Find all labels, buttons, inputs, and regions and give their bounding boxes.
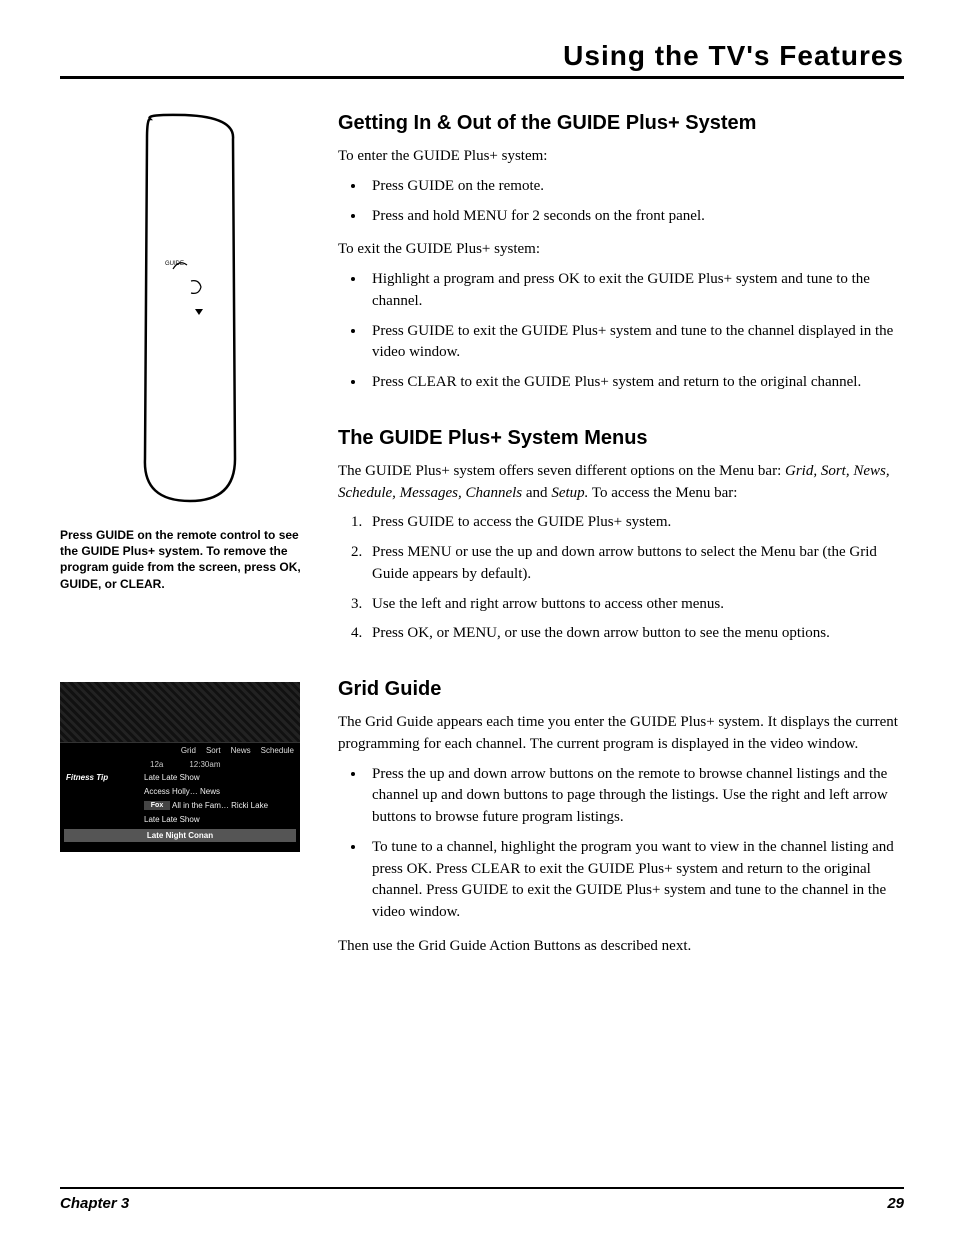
page-header: Using the TV's Features bbox=[60, 40, 904, 79]
grid-channel: Fox bbox=[144, 801, 170, 810]
list-item: Press OK, or MENU, or use the down arrow… bbox=[366, 623, 904, 645]
page-footer: Chapter 3 29 bbox=[60, 1187, 904, 1212]
grid-tab: Grid bbox=[181, 746, 196, 755]
list-item: Press CLEAR to exit the GUIDE Plus+ syst… bbox=[366, 372, 904, 394]
grid-tab: Sort bbox=[206, 746, 221, 755]
grid-program: Late Late Show bbox=[144, 815, 200, 824]
list-item: Press GUIDE to exit the GUIDE Plus+ syst… bbox=[366, 321, 904, 365]
grid-guide-screenshot: Grid Sort News Schedule 12a 12:30am Fitn… bbox=[60, 682, 300, 852]
svg-text:GUIDE: GUIDE bbox=[165, 261, 184, 267]
chapter-label: Chapter 3 bbox=[60, 1195, 129, 1212]
enter-bullet-list: Press GUIDE on the remote. Press and hol… bbox=[338, 176, 904, 228]
section-heading-getting-in-out: Getting In & Out of the GUIDE Plus+ Syst… bbox=[338, 109, 904, 138]
list-item: To tune to a channel, highlight the prog… bbox=[366, 837, 904, 924]
grid-tabs: Grid Sort News Schedule bbox=[60, 743, 300, 758]
section-heading-menus: The GUIDE Plus+ System Menus bbox=[338, 424, 904, 453]
list-item: Press and hold MENU for 2 seconds on the… bbox=[366, 206, 904, 228]
intro-enter: To enter the GUIDE Plus+ system: bbox=[338, 146, 904, 168]
page-number: 29 bbox=[887, 1195, 904, 1212]
list-item: Press GUIDE to access the GUIDE Plus+ sy… bbox=[366, 512, 904, 534]
list-item: Use the left and right arrow buttons to … bbox=[366, 594, 904, 616]
grid-guide-para2: Then use the Grid Guide Action Buttons a… bbox=[338, 936, 904, 958]
menus-intro-mid: and bbox=[522, 485, 551, 501]
grid-tab: News bbox=[231, 746, 251, 755]
header-title: Using the TV's Features bbox=[563, 40, 904, 71]
menus-intro: The GUIDE Plus+ system offers seven diff… bbox=[338, 461, 904, 505]
list-item: Press the up and down arrow buttons on t… bbox=[366, 764, 904, 829]
menus-intro-italic2: Setup. bbox=[551, 485, 588, 501]
grid-times: 12a 12:30am bbox=[60, 758, 300, 771]
remote-illustration: GUIDE bbox=[95, 109, 275, 509]
menus-steps: Press GUIDE to access the GUIDE Plus+ sy… bbox=[338, 512, 904, 645]
grid-guide-bullets: Press the up and down arrow buttons on t… bbox=[338, 764, 904, 924]
remote-caption: Press GUIDE on the remote control to see… bbox=[60, 527, 310, 592]
grid-guide-para1: The Grid Guide appears each time you ent… bbox=[338, 712, 904, 756]
sidebar: GUIDE Press GUIDE on the remote control … bbox=[60, 109, 310, 966]
section-heading-grid-guide: Grid Guide bbox=[338, 675, 904, 704]
grid-program: All in the Fam… Ricki Lake bbox=[172, 801, 268, 810]
list-item: Press MENU or use the up and down arrow … bbox=[366, 542, 904, 586]
grid-program: Late Late Show bbox=[144, 773, 200, 782]
list-item: Highlight a program and press OK to exit… bbox=[366, 269, 904, 313]
menus-intro-post: To access the Menu bar: bbox=[588, 485, 737, 501]
grid-time: 12:30am bbox=[189, 760, 220, 769]
list-item: Press GUIDE on the remote. bbox=[366, 176, 904, 198]
exit-bullet-list: Highlight a program and press OK to exit… bbox=[338, 269, 904, 394]
menus-intro-pre: The GUIDE Plus+ system offers seven diff… bbox=[338, 463, 785, 479]
grid-footer-row: Late Night Conan bbox=[64, 829, 296, 842]
grid-side-label: Fitness Tip bbox=[64, 773, 144, 782]
main-content: Getting In & Out of the GUIDE Plus+ Syst… bbox=[338, 109, 904, 966]
grid-program: Access Holly… News bbox=[144, 787, 220, 796]
grid-tab: Schedule bbox=[261, 746, 294, 755]
grid-time: 12a bbox=[150, 760, 163, 769]
intro-exit: To exit the GUIDE Plus+ system: bbox=[338, 239, 904, 261]
